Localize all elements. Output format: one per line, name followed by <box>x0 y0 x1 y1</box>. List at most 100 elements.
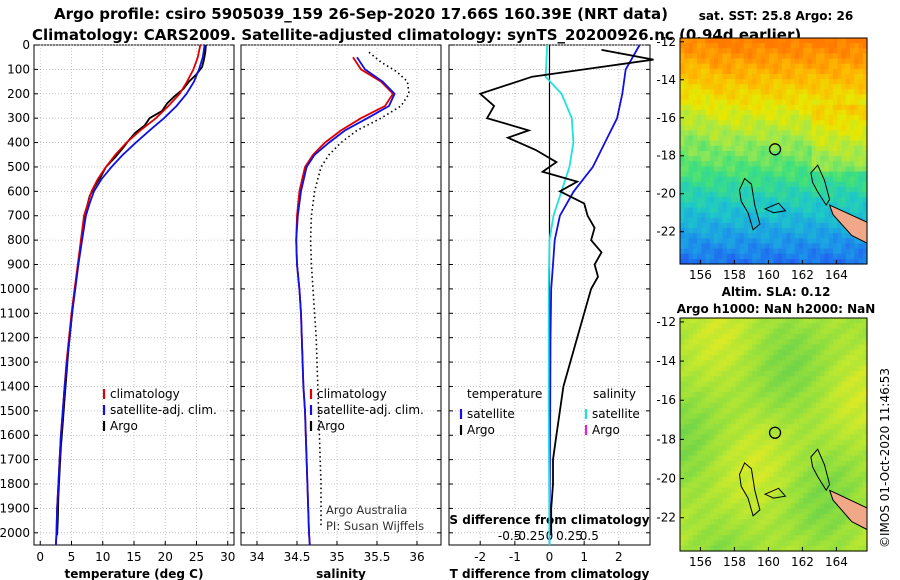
sst-map-xtick-label: 164 <box>825 268 848 282</box>
sst-map-ytick-label: -18 <box>656 149 676 163</box>
sla-map-coast-outline <box>738 462 761 517</box>
salinity-series-argo <box>309 51 410 528</box>
depth-tick-label: 0 <box>22 38 30 52</box>
sst-map-xtick-label: 160 <box>757 268 780 282</box>
salinity-legend-label: satellite-adj. clim. <box>317 403 424 417</box>
depth-tick-label: 500 <box>7 160 30 174</box>
diff-series-temp-satellite <box>548 44 641 546</box>
sst-map-xtick-label: 156 <box>689 268 712 282</box>
chart-title-line1: Argo profile: csiro 5905039_159 26-Sep-2… <box>54 5 668 23</box>
depth-tick-label: 1600 <box>0 428 30 442</box>
diff-legend-sal-label: satellite <box>592 407 640 421</box>
sla-map-ytick-label: -16 <box>656 393 676 407</box>
diff-legend-temp-heading: temperature <box>467 387 542 401</box>
sdiff-tick-label: 0.5 <box>580 529 599 543</box>
depth-tick-label: 1100 <box>0 306 30 320</box>
depth-tick-label: 100 <box>7 62 30 76</box>
depth-tick-label: 1500 <box>0 404 30 418</box>
sdiff-tick-label: -0.5 <box>498 529 521 543</box>
sst-map-land <box>828 204 868 244</box>
temperature-xtick-label: 20 <box>158 550 173 564</box>
sst-map-ytick-label: -20 <box>656 187 676 201</box>
diff-legend-sal-label: Argo <box>592 423 620 437</box>
sst-map-ytick-label: -14 <box>656 73 676 87</box>
salinity-legend-label: Argo <box>317 419 345 433</box>
sst-map-xtick-label: 162 <box>791 268 814 282</box>
difference-xtick-label: 1 <box>580 550 588 564</box>
sdiff-tick-label: 0.25 <box>556 529 583 543</box>
salinity-xtick-label: 35.5 <box>364 550 391 564</box>
depth-tick-label: 1300 <box>0 355 30 369</box>
sla-map-coast-outline <box>763 487 787 499</box>
salinity-legend-label: climatology <box>317 387 387 401</box>
sla-map-xtick-label: 158 <box>723 555 746 569</box>
depth-tick-label: 400 <box>7 136 30 150</box>
depth-tick-label: 1800 <box>0 477 30 491</box>
sla-map-ytick-label: -14 <box>656 354 676 368</box>
diff-legend-temp-label: Argo <box>467 423 495 437</box>
sst-map-frame <box>679 37 868 265</box>
sla-map-ytick-label: -22 <box>656 511 676 525</box>
depth-tick-label: 600 <box>7 184 30 198</box>
depth-tick-label: 1200 <box>0 331 30 345</box>
sla-map-xtick-label: 156 <box>689 555 712 569</box>
temperature-series-climatology <box>55 44 202 546</box>
temperature-series-satellite <box>55 44 206 546</box>
sla-map-ytick-label: -12 <box>656 315 676 329</box>
salinity-xtick-label: 34.5 <box>284 550 311 564</box>
diff-series-temp-argo <box>478 49 654 536</box>
sst-map-title: sat. SST: 25.8 Argo: 26 <box>699 9 853 23</box>
temperature-xtick-label: 30 <box>220 550 235 564</box>
depth-tick-label: 1000 <box>0 282 30 296</box>
depth-tick-label: 800 <box>7 233 30 247</box>
salinity-series-satellite <box>295 56 396 546</box>
temperature-xtick-label: 15 <box>126 550 141 564</box>
sla-map-ytick-label: -18 <box>656 432 676 446</box>
sla-map-profile-marker <box>768 426 782 439</box>
salinity-frame <box>240 44 442 546</box>
difference-xtick-label: -2 <box>474 550 486 564</box>
temperature-xtick-label: 0 <box>36 550 44 564</box>
depth-tick-label: 1700 <box>0 453 30 467</box>
diff-series-sal-satellite <box>544 44 575 546</box>
sst-map-profile-marker <box>768 143 782 156</box>
sla-map-title: Altim. SLA: 0.12 <box>722 285 831 299</box>
salinity-xtick-label: 34 <box>249 550 264 564</box>
diff-legend-temp-label: satellite <box>467 407 515 421</box>
temperature-legend-label: climatology <box>110 387 180 401</box>
chart-title-line2: Climatology: CARS2009. Satellite-adjuste… <box>32 26 802 44</box>
depth-tick-label: 900 <box>7 258 30 272</box>
sla-map-subtitle: Argo h1000: NaN h2000: NaN <box>677 302 876 316</box>
depth-tick-label: 300 <box>7 111 30 125</box>
sla-map-frame <box>679 317 868 552</box>
salinity-xlabel: salinity <box>316 567 366 580</box>
imos-watermark: ©IMOS 01-Oct-2020 11:46:53 <box>878 367 892 548</box>
difference-xtick-label: 0 <box>546 550 554 564</box>
depth-tick-label: 2000 <box>0 526 30 540</box>
credit-argo-australia: Argo Australia <box>326 503 407 517</box>
difference-xlabel: T difference from climatology <box>450 567 650 580</box>
sst-map <box>680 38 868 265</box>
credit-pi: PI: Susan Wijffels <box>326 519 424 533</box>
sla-map-ytick-label: -20 <box>656 472 676 486</box>
depth-tick-label: 700 <box>7 209 30 223</box>
salinity-xtick-label: 35 <box>329 550 344 564</box>
temperature-legend-label: Argo <box>110 419 138 433</box>
difference-xtick-label: -1 <box>509 550 521 564</box>
diff-legend-sal-heading: salinity <box>593 387 636 401</box>
temperature-legend-label: satellite-adj. clim. <box>110 403 217 417</box>
sst-map-ytick-label: -16 <box>656 111 676 125</box>
sst-map-ytick-label: -12 <box>656 35 676 49</box>
temperature-xtick-label: 25 <box>189 550 204 564</box>
sst-map-coast-outline <box>763 202 787 214</box>
sla-map-xtick-label: 164 <box>825 555 848 569</box>
temperature-xtick-label: 5 <box>68 550 76 564</box>
sst-map-ytick-label: -22 <box>656 225 676 239</box>
sdiff-tick-label: -0.25 <box>514 529 545 543</box>
depth-tick-label: 1900 <box>0 501 30 515</box>
temperature-xtick-label: 10 <box>95 550 110 564</box>
sla-map-xtick-label: 162 <box>791 555 814 569</box>
depth-tick-label: 200 <box>7 87 30 101</box>
sla-map-xtick-label: 160 <box>757 555 780 569</box>
